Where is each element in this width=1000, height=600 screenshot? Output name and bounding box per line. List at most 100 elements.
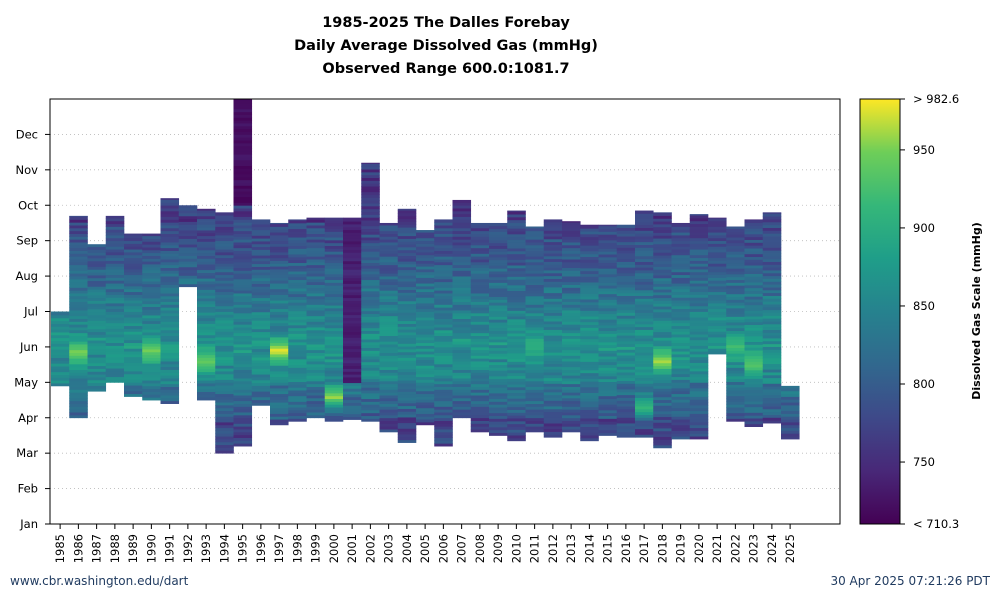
heatmap-cell bbox=[87, 351, 107, 355]
heatmap-cell bbox=[270, 410, 289, 414]
heatmap-cell bbox=[708, 288, 727, 293]
heatmap-cell bbox=[124, 233, 143, 236]
heatmap-cell bbox=[124, 322, 143, 327]
heatmap-cell bbox=[562, 233, 581, 237]
heatmap-cell bbox=[379, 287, 399, 291]
heatmap-cell bbox=[671, 223, 691, 227]
source-link[interactable]: www.cbr.washington.edu/dart bbox=[10, 574, 189, 588]
heatmap-cell bbox=[397, 419, 417, 424]
heatmap-cell bbox=[397, 315, 417, 319]
heatmap-cell bbox=[543, 295, 563, 299]
heatmap-cell bbox=[142, 272, 161, 276]
heatmap-cell bbox=[580, 426, 599, 430]
heatmap-cell bbox=[726, 279, 745, 283]
heatmap-cell bbox=[489, 262, 508, 266]
heatmap-cell bbox=[762, 377, 782, 381]
heatmap-cell bbox=[507, 262, 526, 266]
heatmap-cell bbox=[671, 271, 691, 276]
heatmap-cell bbox=[324, 398, 344, 402]
heatmap-cell bbox=[178, 213, 198, 217]
heatmap-cell bbox=[215, 382, 234, 386]
heatmap-cell bbox=[744, 248, 764, 252]
heatmap-cell bbox=[580, 386, 599, 391]
heatmap-cell bbox=[543, 386, 563, 390]
heatmap-cell bbox=[306, 383, 326, 387]
heatmap-cell bbox=[343, 249, 362, 253]
heatmap-cell bbox=[416, 345, 435, 349]
heatmap-cell bbox=[270, 280, 289, 284]
heatmap-cell bbox=[197, 388, 216, 392]
heatmap-cell bbox=[361, 180, 380, 184]
heatmap-cell bbox=[105, 240, 125, 244]
heatmap-cell bbox=[470, 298, 490, 302]
heatmap-cell bbox=[416, 337, 435, 341]
heatmap-cell bbox=[270, 356, 289, 361]
heatmap-cell bbox=[452, 355, 472, 359]
heatmap-cell bbox=[653, 238, 672, 242]
heatmap-cell bbox=[726, 375, 745, 380]
heatmap-cell bbox=[507, 378, 526, 382]
heatmap-cell bbox=[616, 406, 636, 410]
heatmap-cell bbox=[543, 298, 563, 302]
heatmap-cell bbox=[124, 305, 143, 310]
heatmap-cell bbox=[653, 215, 672, 219]
heatmap-cell bbox=[306, 301, 326, 305]
heatmap-cell bbox=[635, 323, 654, 328]
heatmap-cell bbox=[762, 363, 782, 367]
heatmap-cell bbox=[379, 276, 399, 280]
heatmap-cell bbox=[671, 311, 691, 315]
heatmap-cell bbox=[361, 358, 380, 363]
heatmap-cell bbox=[306, 318, 326, 322]
heatmap-cell bbox=[525, 247, 545, 251]
heatmap-cell bbox=[470, 423, 490, 427]
heatmap-cell bbox=[580, 372, 599, 377]
heatmap-cell bbox=[51, 366, 70, 370]
heatmap-cell bbox=[708, 260, 727, 264]
heatmap-cell bbox=[324, 239, 344, 244]
heatmap-cell bbox=[69, 318, 88, 322]
heatmap-cell bbox=[288, 220, 307, 224]
heatmap-cell bbox=[689, 416, 709, 420]
heatmap-cell bbox=[124, 235, 143, 239]
heatmap-cell bbox=[726, 384, 745, 388]
heatmap-cell bbox=[689, 337, 709, 341]
heatmap-cell bbox=[507, 361, 526, 365]
heatmap-cell bbox=[598, 242, 618, 247]
heatmap-cell bbox=[343, 218, 362, 222]
heatmap-cell bbox=[726, 373, 745, 377]
heatmap-cell bbox=[160, 213, 180, 217]
heatmap-cell bbox=[160, 301, 180, 305]
year-column-1997 bbox=[270, 222, 289, 426]
heatmap-cell bbox=[361, 225, 380, 230]
heatmap-cell bbox=[689, 215, 709, 219]
heatmap-cell bbox=[416, 237, 435, 242]
heatmap-cell bbox=[525, 349, 545, 353]
heatmap-cell bbox=[671, 430, 691, 434]
heatmap-cell bbox=[69, 352, 88, 356]
heatmap-cell bbox=[69, 310, 88, 314]
heatmap-cell bbox=[543, 315, 563, 319]
heatmap-cell bbox=[270, 263, 289, 267]
heatmap-cell bbox=[233, 247, 253, 251]
heatmap-cell bbox=[452, 403, 472, 407]
heatmap-cell bbox=[306, 361, 326, 365]
heatmap-cell bbox=[361, 347, 380, 351]
heatmap-cell bbox=[452, 253, 472, 257]
heatmap-cell bbox=[251, 365, 271, 369]
heatmap-cell bbox=[762, 227, 782, 231]
heatmap-cell bbox=[197, 354, 216, 358]
heatmap-cell bbox=[726, 234, 745, 238]
heatmap-cell bbox=[562, 284, 581, 288]
heatmap-cell bbox=[397, 235, 417, 239]
heatmap-cell bbox=[160, 216, 180, 220]
heatmap-cell bbox=[105, 339, 125, 344]
heatmap-cell bbox=[470, 310, 490, 314]
heatmap-cell bbox=[598, 265, 618, 269]
heatmap-cell bbox=[215, 235, 234, 239]
heatmap-cell bbox=[142, 337, 161, 341]
heatmap-cell bbox=[270, 368, 289, 372]
heatmap-cell bbox=[762, 298, 782, 302]
heatmap-cell bbox=[306, 310, 326, 314]
heatmap-cell bbox=[361, 188, 380, 193]
heatmap-cell bbox=[324, 234, 344, 238]
